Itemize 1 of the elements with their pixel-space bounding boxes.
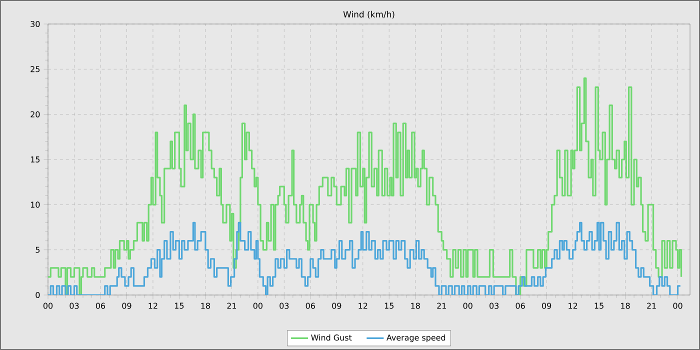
chart-title: Wind (km/h) xyxy=(343,10,394,18)
